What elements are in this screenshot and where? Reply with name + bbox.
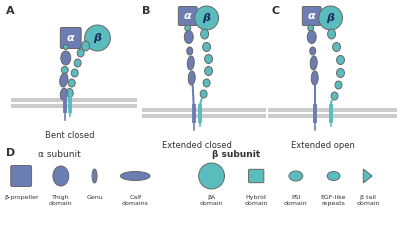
Text: β: β <box>94 33 102 43</box>
Ellipse shape <box>200 90 207 98</box>
Ellipse shape <box>201 29 208 39</box>
Text: EGF-like
repeats: EGF-like repeats <box>321 195 346 206</box>
Ellipse shape <box>53 166 69 186</box>
Ellipse shape <box>66 88 73 98</box>
Ellipse shape <box>185 25 191 31</box>
Bar <box>142 108 266 112</box>
Ellipse shape <box>205 55 212 63</box>
Bar <box>268 108 397 112</box>
Ellipse shape <box>331 92 338 100</box>
Text: α: α <box>308 11 316 21</box>
Ellipse shape <box>60 88 67 100</box>
Ellipse shape <box>85 25 110 51</box>
Text: β subunit: β subunit <box>212 150 260 159</box>
Ellipse shape <box>328 29 336 39</box>
Text: Bent closed: Bent closed <box>45 131 94 140</box>
Ellipse shape <box>82 41 90 51</box>
Ellipse shape <box>336 68 344 77</box>
Text: β: β <box>203 13 211 23</box>
Ellipse shape <box>187 47 193 55</box>
Bar <box>11 104 137 108</box>
Ellipse shape <box>308 25 314 31</box>
Text: C: C <box>271 6 279 16</box>
Ellipse shape <box>205 66 212 75</box>
Text: Calf
domains: Calf domains <box>122 195 149 206</box>
Ellipse shape <box>184 30 193 44</box>
Ellipse shape <box>310 56 317 70</box>
Text: Extended open: Extended open <box>291 141 354 150</box>
FancyBboxPatch shape <box>178 6 197 25</box>
Ellipse shape <box>188 71 195 85</box>
Text: β tail
domain: β tail domain <box>356 195 380 206</box>
Ellipse shape <box>332 43 340 52</box>
Ellipse shape <box>310 47 316 55</box>
Bar <box>268 114 397 118</box>
Ellipse shape <box>319 6 342 30</box>
Ellipse shape <box>311 71 318 85</box>
Ellipse shape <box>195 6 218 30</box>
Ellipse shape <box>199 163 224 189</box>
Ellipse shape <box>120 172 150 181</box>
Text: D: D <box>6 148 16 158</box>
Text: Thigh
domain: Thigh domain <box>49 195 73 206</box>
PathPatch shape <box>363 169 372 183</box>
Text: Genu: Genu <box>86 195 103 200</box>
Ellipse shape <box>335 81 342 89</box>
Ellipse shape <box>203 43 210 52</box>
Text: Hybrid
domain: Hybrid domain <box>244 195 268 206</box>
FancyBboxPatch shape <box>248 169 264 183</box>
Text: PSI
domain: PSI domain <box>284 195 308 206</box>
Text: α: α <box>67 33 74 43</box>
Ellipse shape <box>71 69 78 77</box>
Ellipse shape <box>77 49 84 57</box>
FancyBboxPatch shape <box>302 6 321 25</box>
Text: β-propeller: β-propeller <box>4 195 38 200</box>
Ellipse shape <box>63 45 68 50</box>
Ellipse shape <box>92 169 97 183</box>
Ellipse shape <box>203 79 210 87</box>
Bar <box>142 114 266 118</box>
Text: Extended closed: Extended closed <box>162 141 232 150</box>
Ellipse shape <box>289 171 303 181</box>
Text: βA
domain: βA domain <box>200 195 223 206</box>
Ellipse shape <box>61 66 68 73</box>
Ellipse shape <box>327 172 340 181</box>
Ellipse shape <box>61 51 71 65</box>
Text: β: β <box>326 13 334 23</box>
Text: α: α <box>184 11 192 21</box>
Ellipse shape <box>60 73 68 87</box>
Ellipse shape <box>307 30 316 44</box>
Ellipse shape <box>74 59 81 67</box>
Text: B: B <box>142 6 150 16</box>
FancyBboxPatch shape <box>60 27 81 49</box>
FancyBboxPatch shape <box>11 166 32 187</box>
Ellipse shape <box>187 56 194 70</box>
Text: A: A <box>6 6 15 16</box>
Text: α subunit: α subunit <box>38 150 81 159</box>
Ellipse shape <box>336 56 344 64</box>
Ellipse shape <box>68 79 75 87</box>
Bar <box>11 98 137 102</box>
